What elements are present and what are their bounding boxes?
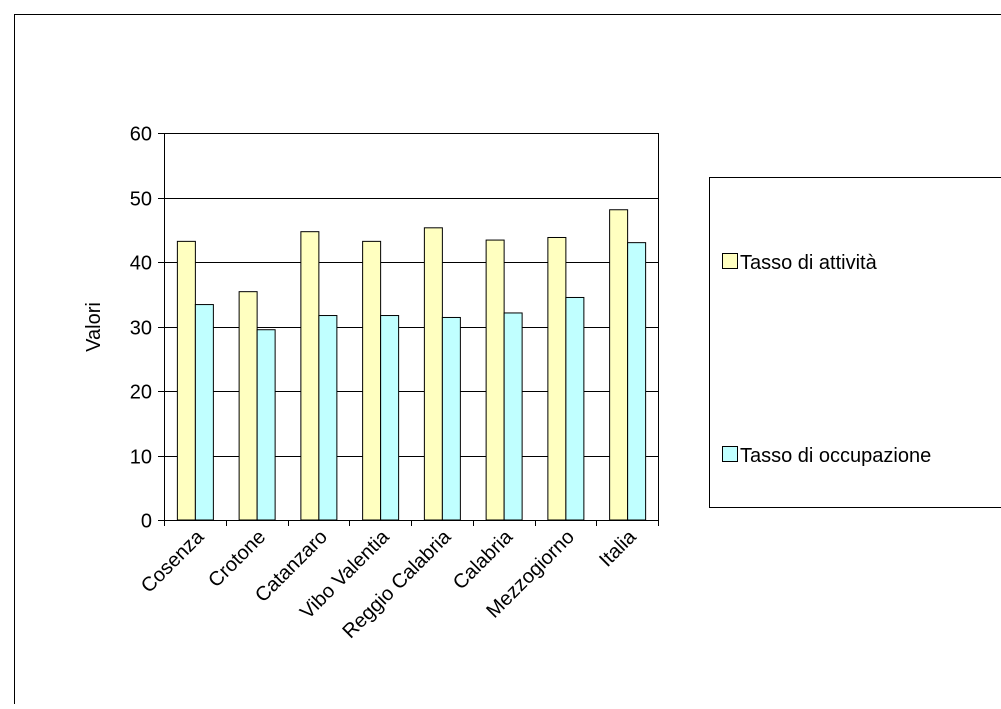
y-tick-label: 40 [130, 253, 152, 275]
y-tick-label: 60 [130, 124, 152, 146]
bar-tasso-di-attivita-reggio-calabria [424, 228, 442, 520]
legend-label-tasso-di-attivita: Tasso di attività [740, 252, 878, 274]
bar-tasso-di-attivita-crotone [239, 292, 257, 520]
legend-label-tasso-di-occupazione: Tasso di occupazione [740, 445, 931, 467]
bar-tasso-di-occupazione-mezzogiorno [566, 297, 584, 520]
y-tick-label: 30 [130, 318, 152, 340]
bar-tasso-di-occupazione-crotone [257, 330, 275, 520]
y-axis-label: Valori [83, 302, 105, 352]
bar-tasso-di-occupazione-reggio-calabria [442, 317, 460, 520]
bar-tasso-di-attivita-vibo-valentia [363, 241, 381, 520]
bar-tasso-di-occupazione-cosenza [195, 305, 213, 520]
bar-tasso-di-occupazione-italia [628, 243, 646, 520]
bar-tasso-di-attivita-cosenza [177, 241, 195, 520]
y-tick-label: 0 [141, 511, 152, 533]
bar-tasso-di-attivita-mezzogiorno [548, 237, 566, 520]
bar-tasso-di-occupazione-vibo-valentia [381, 316, 399, 520]
y-tick-label: 50 [130, 189, 152, 211]
bar-tasso-di-attivita-italia [610, 210, 628, 520]
y-tick-label: 20 [130, 382, 152, 404]
bar-tasso-di-attivita-catanzaro [301, 232, 319, 520]
bar-tasso-di-attivita-calabria [486, 240, 504, 520]
legend-swatch-tasso-di-occupazione [723, 447, 738, 462]
bar-tasso-di-occupazione-catanzaro [319, 316, 337, 520]
legend-swatch-tasso-di-attivita [723, 254, 738, 269]
bar-tasso-di-occupazione-calabria [504, 313, 522, 520]
y-tick-label: 10 [130, 447, 152, 469]
